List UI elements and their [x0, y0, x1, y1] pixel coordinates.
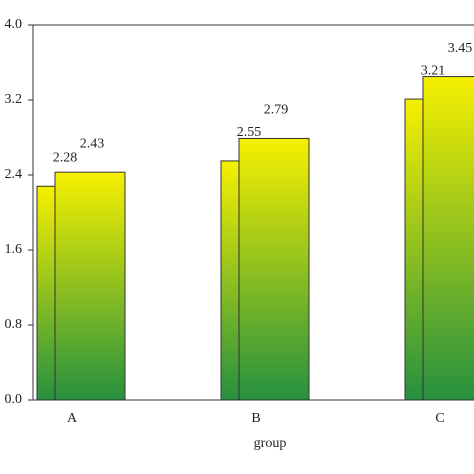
- bar: [238, 137, 310, 401]
- y-tick-label: 3.2: [5, 92, 23, 107]
- bar: [220, 160, 240, 401]
- y-tick-label: 0.0: [5, 392, 23, 407]
- y-tick-label: 1.6: [5, 242, 23, 257]
- y-tick-label: 4.0: [5, 17, 23, 32]
- y-tick-label: 2.4: [5, 167, 23, 182]
- value-label: 3.45: [448, 41, 473, 56]
- x-tick-label: A: [67, 411, 78, 426]
- value-label: 2.79: [264, 103, 289, 118]
- bar: [36, 185, 56, 401]
- value-label: 2.55: [237, 125, 262, 140]
- bar: [54, 171, 126, 401]
- y-tick-label: 0.8: [5, 317, 23, 332]
- value-label: 3.21: [421, 63, 446, 78]
- value-label: 2.28: [53, 150, 78, 165]
- x-axis-label: group: [254, 436, 287, 451]
- x-tick-label: B: [251, 411, 260, 426]
- bar: [404, 98, 424, 401]
- x-tick-label: C: [435, 411, 444, 426]
- value-label: 2.43: [80, 136, 105, 151]
- bar: [422, 76, 474, 401]
